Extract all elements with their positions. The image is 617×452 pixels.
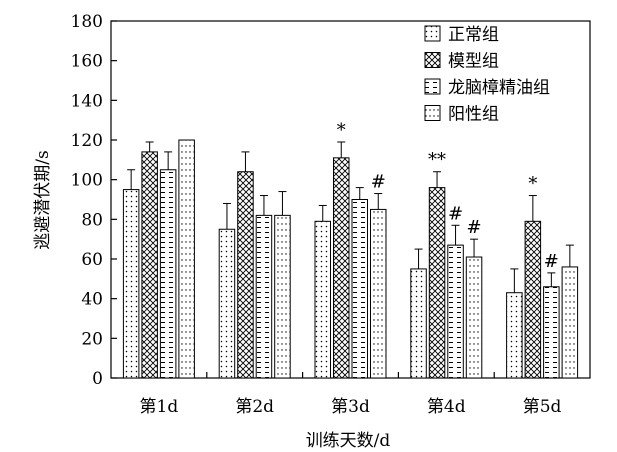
y-tick-label: 140 <box>71 91 103 111</box>
x-axis-label: 训练天数/d <box>306 431 391 451</box>
legend-label: 模型组 <box>448 52 499 72</box>
bar <box>141 151 158 379</box>
bar <box>314 220 331 379</box>
legend-swatch <box>424 78 441 95</box>
plot-frame <box>110 20 591 379</box>
y-tick-label: 0 <box>92 369 103 389</box>
y-tick-label: 60 <box>81 250 103 270</box>
bar <box>274 214 291 379</box>
legend-swatch <box>424 25 441 42</box>
bar <box>524 220 542 379</box>
bar <box>159 169 177 379</box>
bar <box>255 214 273 379</box>
significance-label: # <box>467 217 482 238</box>
y-tick-label: 40 <box>81 290 103 310</box>
significance-label: ** <box>428 150 446 171</box>
bar <box>178 139 195 379</box>
bar <box>237 171 254 379</box>
x-tick-label: 第2d <box>235 397 274 417</box>
legend-swatch <box>424 52 441 68</box>
y-tick-label: 80 <box>81 210 103 230</box>
y-axis-label: 逃避潜伏期/s <box>33 150 53 249</box>
bar <box>218 228 236 379</box>
bar <box>506 292 523 379</box>
y-tick-label: 20 <box>81 329 103 349</box>
legend-label: 龙脑樟精油组 <box>448 78 550 98</box>
significance-label: # <box>544 251 559 272</box>
bar <box>370 208 387 379</box>
significance-label: * <box>528 174 537 195</box>
bar <box>447 244 464 379</box>
bar <box>333 157 350 379</box>
legend-swatch <box>424 105 441 121</box>
bar <box>122 189 140 379</box>
y-tick-label: 120 <box>71 131 103 151</box>
x-tick-label: 第5d <box>523 397 562 417</box>
significance-label: * <box>337 120 346 141</box>
significance-label: # <box>371 172 386 193</box>
x-tick-label: 第1d <box>140 397 179 417</box>
legend-label: 正常组 <box>448 25 499 45</box>
legend-label: 阳性组 <box>448 105 499 125</box>
bar <box>410 268 427 379</box>
bar <box>428 187 446 379</box>
y-tick-label: 160 <box>71 52 103 72</box>
bar <box>351 199 368 379</box>
x-tick-label: 第3d <box>331 397 370 417</box>
bar <box>465 256 483 379</box>
bar <box>561 266 579 379</box>
y-tick-label: 180 <box>71 12 103 32</box>
axes: 0 20 40 60 80 100 120 140 160 180 第1d 第2d 第3d 第4d 第5d <box>71 12 591 417</box>
x-tick-label: 第4d <box>427 397 466 417</box>
y-tick-label: 100 <box>71 171 103 191</box>
bars: *#**##*# <box>122 120 579 379</box>
significance-label: # <box>448 203 463 224</box>
bar <box>543 286 560 379</box>
